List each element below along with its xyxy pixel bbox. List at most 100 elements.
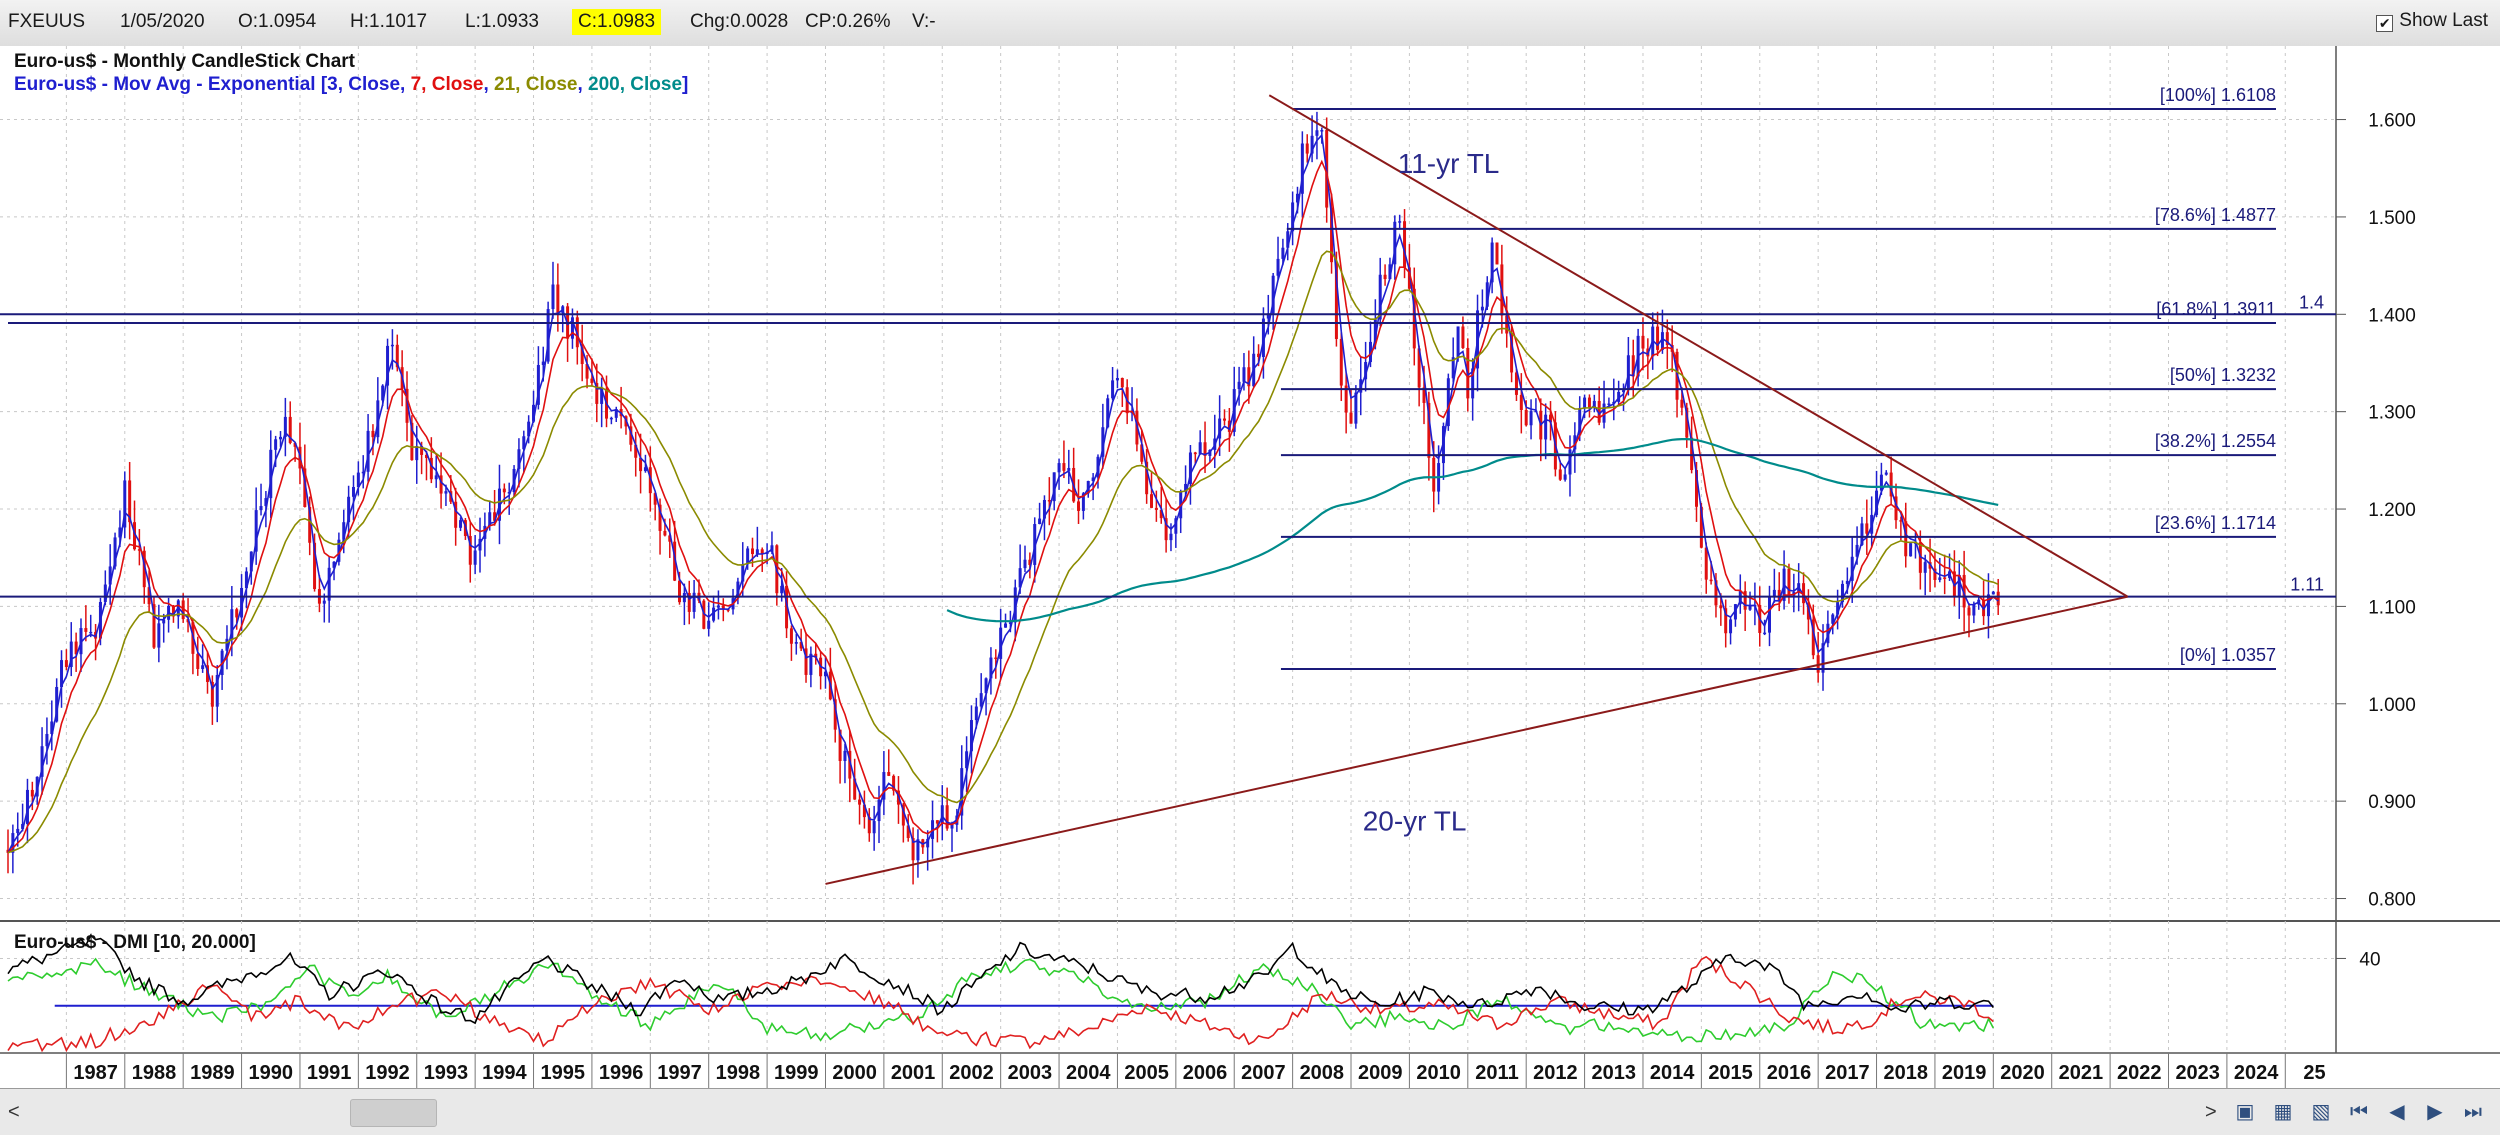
candle-body bbox=[1120, 377, 1124, 388]
candle-body bbox=[595, 383, 599, 404]
candle-body bbox=[643, 467, 647, 472]
candle-body bbox=[979, 693, 983, 707]
change-percent-value: CP:0.26% bbox=[805, 11, 891, 32]
candle-body bbox=[716, 605, 720, 608]
candle-body bbox=[181, 600, 185, 620]
candle-body bbox=[1412, 288, 1416, 349]
candle-body bbox=[108, 566, 112, 585]
candle-body bbox=[517, 449, 521, 469]
candle-body bbox=[1811, 619, 1815, 656]
candle-body bbox=[196, 653, 200, 669]
x-tick-label: 2016 bbox=[1767, 1062, 1812, 1084]
candle-body bbox=[1169, 533, 1173, 541]
subtitle-part: 21, Close bbox=[494, 74, 577, 95]
candle-body bbox=[1291, 202, 1295, 232]
candle-body bbox=[1407, 267, 1411, 289]
candle-body bbox=[1505, 315, 1509, 334]
candle-body bbox=[1349, 412, 1353, 424]
candle-body bbox=[1398, 221, 1402, 223]
first-bar-icon[interactable]: ⏮ bbox=[2350, 1101, 2368, 1123]
candle-body bbox=[1729, 619, 1733, 634]
chart-area[interactable]: 1987 1988 1989 1990 1991 1992 1993 1994 1995 1996… bbox=[0, 46, 2500, 1088]
candle-body bbox=[1378, 274, 1382, 320]
candle-body bbox=[1018, 568, 1022, 588]
fit-chart-icon[interactable]: ▧ bbox=[2311, 1101, 2331, 1123]
candle-body bbox=[1855, 544, 1859, 557]
candle-body bbox=[541, 361, 545, 366]
candle-body bbox=[1510, 333, 1514, 373]
candle-body bbox=[55, 686, 59, 722]
candle-body bbox=[906, 825, 910, 839]
candle-body bbox=[313, 542, 317, 590]
quote-toolbar: FXEUUS 1/05/2020 O:1.0954 H:1.1017 L:1.0… bbox=[0, 0, 2500, 47]
scrollbar-thumb[interactable] bbox=[350, 1099, 437, 1127]
chart-canvas[interactable]: 1987 1988 1989 1990 1991 1992 1993 1994 1995 1996… bbox=[0, 46, 2500, 1088]
y-tick-label: 0.900 bbox=[2368, 792, 2416, 813]
zoom-out-icon[interactable]: ▦ bbox=[2273, 1101, 2293, 1123]
candle-body bbox=[741, 564, 745, 582]
candle-body bbox=[1568, 449, 1572, 475]
candle-body bbox=[1140, 444, 1144, 462]
candle-body bbox=[570, 317, 574, 339]
candle-body bbox=[1330, 207, 1334, 263]
candle-body bbox=[1057, 463, 1061, 473]
candle-body bbox=[1602, 403, 1606, 423]
scroll-right-button[interactable]: > bbox=[2205, 1101, 2217, 1123]
candle-body bbox=[1320, 130, 1324, 132]
candle-body bbox=[1159, 509, 1163, 519]
candle-body bbox=[658, 504, 662, 531]
candle-body bbox=[210, 681, 214, 707]
candle-body bbox=[1203, 442, 1207, 456]
candle-body bbox=[278, 436, 282, 440]
candle-body bbox=[848, 750, 852, 779]
show-last-toggle[interactable]: ✔ Show Last bbox=[2376, 10, 2488, 32]
candle-body bbox=[609, 417, 613, 420]
candle-body bbox=[872, 821, 876, 834]
subtitle-part: 200, Close bbox=[588, 74, 682, 95]
candle-body bbox=[1519, 394, 1523, 410]
candle-body bbox=[1490, 242, 1494, 283]
candle-body bbox=[712, 607, 716, 621]
scroll-left-button[interactable]: < bbox=[8, 1101, 20, 1123]
trend-line-11yr-label: 11-yr TL bbox=[1398, 148, 1500, 179]
last-bar-icon[interactable]: ⏭ bbox=[2464, 1101, 2482, 1123]
subtitle-part: , bbox=[400, 74, 411, 95]
x-tick-label: 1994 bbox=[482, 1062, 527, 1084]
candle-body bbox=[1889, 472, 1893, 497]
y-tick-label: 1.400 bbox=[2368, 305, 2416, 326]
zoom-in-icon[interactable]: ▣ bbox=[2235, 1101, 2255, 1123]
next-bar-icon[interactable]: ▶ bbox=[2427, 1101, 2443, 1123]
candle-body bbox=[1154, 507, 1158, 510]
candle-body bbox=[1685, 407, 1689, 438]
candle-body bbox=[1086, 480, 1090, 494]
candle-body bbox=[390, 344, 394, 347]
x-tick-label: 2001 bbox=[891, 1062, 936, 1084]
fibonacci-level-label: [23.6%] 1.1714 bbox=[2155, 513, 2276, 533]
candle-body bbox=[1276, 258, 1280, 276]
x-tick-label: 2009 bbox=[1358, 1062, 1403, 1084]
candle-body bbox=[1656, 326, 1660, 350]
candle-body bbox=[585, 364, 589, 379]
candle-body bbox=[673, 541, 677, 581]
candle-body bbox=[1008, 622, 1012, 624]
candle-body bbox=[1456, 326, 1460, 358]
candle-body bbox=[926, 838, 930, 848]
candle-body bbox=[16, 828, 20, 834]
candle-body bbox=[240, 588, 244, 618]
candle-body bbox=[371, 430, 375, 438]
candle-body bbox=[1485, 282, 1489, 307]
candle-body bbox=[1339, 338, 1343, 386]
candle-body bbox=[1038, 518, 1042, 525]
candle-body bbox=[444, 491, 448, 494]
candle-body bbox=[128, 480, 132, 523]
candle-body bbox=[84, 628, 88, 632]
candle-body bbox=[629, 426, 633, 445]
candle-body bbox=[1388, 264, 1392, 280]
candle-body bbox=[356, 472, 360, 488]
show-last-checkbox[interactable]: ✔ bbox=[2376, 15, 2394, 32]
candle-body bbox=[901, 804, 905, 826]
previous-bar-icon[interactable]: ◀ bbox=[2389, 1101, 2405, 1123]
candle-body bbox=[1904, 521, 1908, 557]
fibonacci-level-label: [100%] 1.6108 bbox=[2160, 85, 2276, 105]
candle-body bbox=[1145, 461, 1149, 495]
